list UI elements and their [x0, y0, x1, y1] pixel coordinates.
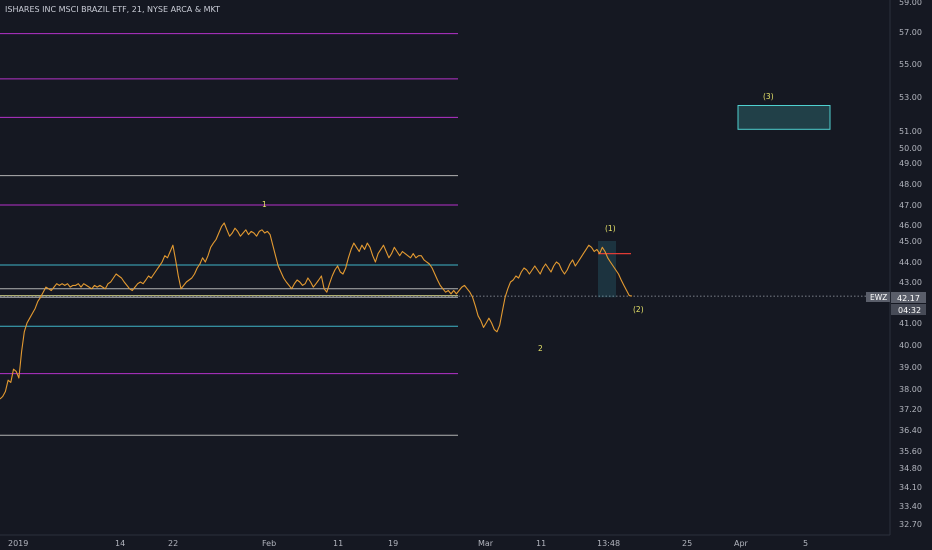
price-axis-tick: 46.00 — [899, 221, 922, 230]
price-axis-tick: 36.40 — [899, 426, 922, 435]
projection-shade — [598, 241, 616, 298]
price-axis-tick: 44.00 — [899, 258, 922, 267]
horizontal-levels-layer — [0, 33, 866, 436]
wave-label: 2 — [538, 344, 543, 353]
time-axis-tick: Apr — [734, 539, 749, 548]
last-price-tag: EWZ 42.17 04:32 — [866, 292, 926, 315]
time-axis-tick: 11 — [536, 539, 546, 548]
symbol-tag-label: EWZ — [870, 293, 887, 302]
price-axis-tick: 38.00 — [899, 385, 922, 394]
price-axis-tick: 47.00 — [899, 201, 922, 210]
price-axis-tick: 51.00 — [899, 127, 922, 136]
time-axis-tick: 13:48 — [597, 539, 620, 548]
price-axis-tick: 45.00 — [899, 237, 922, 246]
price-axis-tick: 35.60 — [899, 447, 922, 456]
price-series-layer — [0, 222, 633, 400]
price-axis-tick: 53.00 — [899, 93, 922, 102]
price-axis-tick: 41.00 — [899, 319, 922, 328]
price-axis-tick: 49.00 — [899, 159, 922, 168]
time-axis-tick: 11 — [333, 539, 343, 548]
price-axis[interactable]: 59.00 57.00 55.00 53.00 51.00 50.00 49.00 48.00… — [899, 0, 922, 529]
time-axis-tick: 5 — [803, 539, 808, 548]
price-axis-tick: 32.70 — [899, 520, 922, 529]
wave-label: (2) — [633, 305, 644, 314]
price-axis-tick: 57.00 — [899, 28, 922, 37]
time-axis[interactable]: 2019 14 22 Feb 11 19 Mar 11 13:48 25 Apr 5 — [8, 539, 808, 548]
time-axis-tick: 25 — [682, 539, 692, 548]
price-axis-tick: 55.00 — [899, 60, 922, 69]
countdown-value: 04:32 — [898, 306, 921, 315]
last-price-bg — [891, 292, 926, 303]
time-axis-tick: 22 — [168, 539, 178, 548]
price-axis-tick: 48.00 — [899, 180, 922, 189]
price-axis-tick: 40.00 — [899, 341, 922, 350]
wave-label: (3) — [763, 92, 774, 101]
target-box-layer — [598, 105, 831, 298]
price-axis-tick: 33.40 — [899, 502, 922, 511]
price-series-line — [0, 222, 633, 400]
last-price-value: 42.17 — [897, 294, 920, 303]
price-axis-tick: 34.80 — [899, 464, 922, 473]
chart-title: ISHARES INC MSCI BRAZIL ETF, 21, NYSE AR… — [5, 5, 220, 14]
time-axis-tick: 19 — [388, 539, 398, 548]
price-axis-tick: 39.00 — [899, 363, 922, 372]
countdown-bg — [891, 304, 926, 315]
target-box — [737, 105, 831, 130]
time-axis-tick: Mar — [478, 539, 494, 548]
symbol-tag-bg — [866, 292, 890, 302]
wave-label: 1 — [262, 200, 267, 209]
price-axis-tick: 34.10 — [899, 483, 922, 492]
price-axis-tick: 59.00 — [899, 0, 922, 7]
price-axis-tick: 50.00 — [899, 144, 922, 153]
time-axis-tick: 2019 — [8, 539, 28, 548]
price-axis-tick: 37.20 — [899, 405, 922, 414]
wave-label: (1) — [605, 224, 616, 233]
time-axis-tick: 14 — [115, 539, 125, 548]
time-axis-tick: Feb — [262, 539, 276, 548]
price-axis-tick: 43.00 — [899, 278, 922, 287]
wave-labels-layer: 1 2 (1) (2) (3) — [262, 92, 774, 353]
